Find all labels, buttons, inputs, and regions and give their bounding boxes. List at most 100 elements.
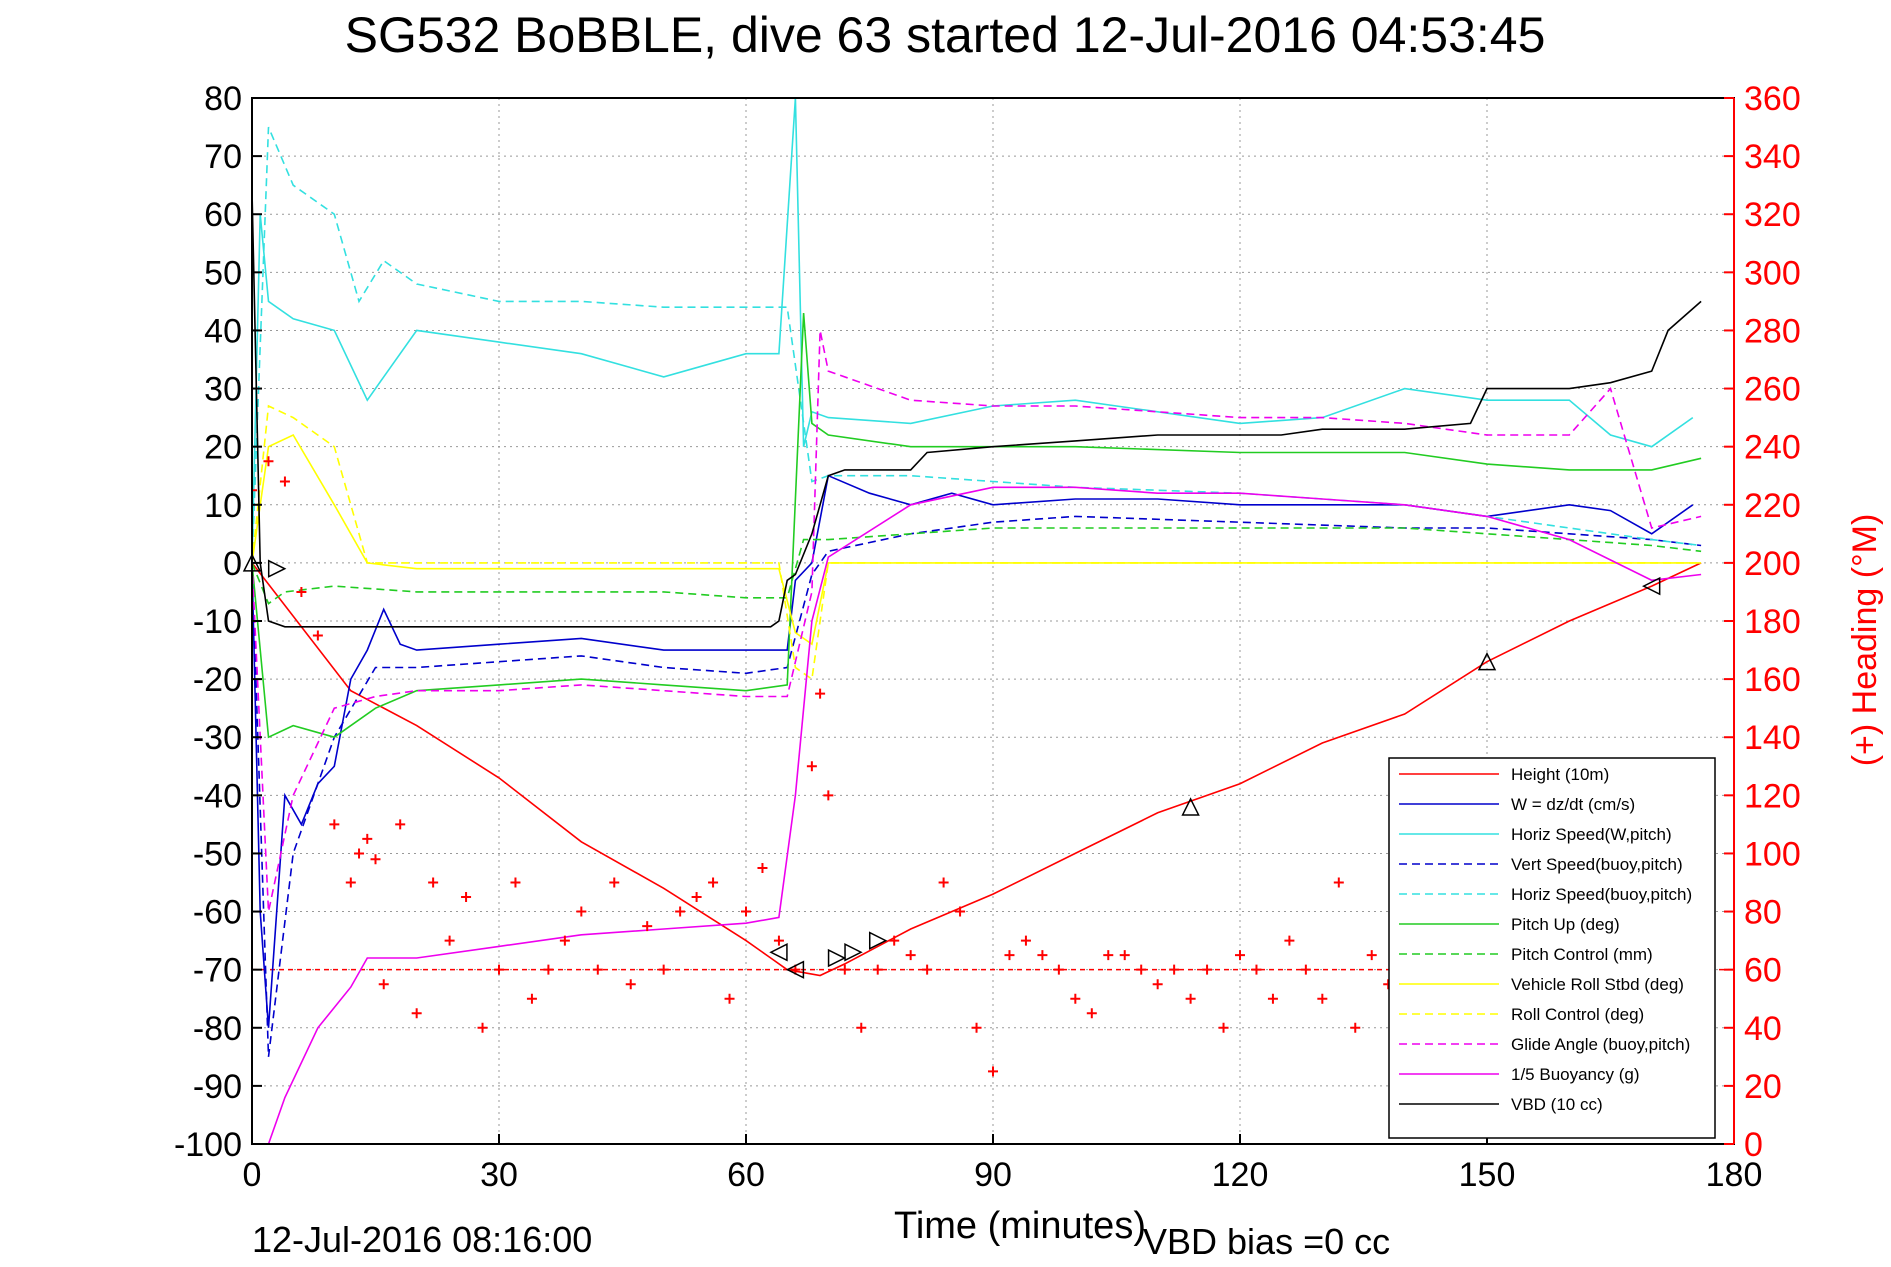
height-marker [1477,652,1497,671]
y-right-tick-label: 180 [1744,603,1801,641]
y-right-tick-label: 260 [1744,371,1801,409]
heading-point [905,950,916,961]
y-right-tick-label: 160 [1744,661,1801,699]
heading-point [625,979,636,990]
heading-points [252,456,1394,1077]
heading-point [823,790,834,801]
heading-point [872,964,883,975]
y-tick-label: 0 [223,545,242,583]
height-marker [827,948,847,968]
heading-point [312,630,323,641]
axes: 0 30 60 90 120 150 18080706050403020100-10-20-… [174,80,1801,1194]
x-axis-label: Time (minutes) [894,1205,1146,1247]
y-right-tick-label: 340 [1744,138,1801,176]
footer-note: VBD bias =0 cc [1143,1221,1390,1262]
y-tick-label: 80 [204,80,242,118]
heading-point [1366,950,1377,961]
heading-point [395,819,406,830]
series-line-7 [252,433,1702,646]
heading-point [1004,950,1015,961]
y-tick-label: 50 [204,254,242,292]
chart-title: SG532 BoBBLE, dive 63 started 12-Jul-201… [345,7,1546,63]
heading-point [1333,877,1344,888]
x-tick-label: 60 [727,1156,765,1194]
heading-point [1152,979,1163,990]
heading-point [1169,964,1180,975]
heading-point [526,993,537,1004]
heading-point [889,935,900,946]
heading-point [362,833,373,844]
y-right-tick-label: 120 [1744,777,1801,815]
heading-point [1317,993,1328,1004]
x-tick-label: 120 [1212,1156,1269,1194]
y-right-tick-label: 360 [1744,80,1801,118]
heading-point [773,935,784,946]
legend-label: Pitch Control (mm) [1511,945,1653,964]
heading-point [345,877,356,888]
heading-point [658,964,669,975]
heading-point [592,964,603,975]
heading-point [1267,993,1278,1004]
heading-point [856,1022,867,1033]
heading-point [559,935,570,946]
series-line-10 [252,486,1702,1144]
height-marker [769,943,788,962]
heading-point [955,906,966,917]
heading-point [757,862,768,873]
y-right-tick-label: 0 [1744,1126,1763,1164]
y-tick-label: -70 [193,952,242,990]
legend-label: Vehicle Roll Stbd (deg) [1511,975,1684,994]
height-marker [868,931,888,950]
heading-point [279,476,290,487]
series-line-2 [252,98,1694,563]
x-tick-label: 30 [480,1156,518,1194]
heading-point [1070,993,1081,1004]
heading-point [724,993,735,1004]
y-tick-label: -30 [193,719,242,757]
heading-point [576,906,587,917]
y-tick-label: -50 [193,835,242,873]
heading-point [609,877,620,888]
y-tick-label: -40 [193,777,242,815]
legend-label: W = dz/dt (cm/s) [1511,795,1635,814]
legend-label: Pitch Up (deg) [1511,915,1620,934]
legend-label: Horiz Speed(buoy,pitch) [1511,885,1692,904]
heading-point [1136,964,1147,975]
heading-point [1185,993,1196,1004]
x-tick-label: 150 [1459,1156,1516,1194]
heading-point [1218,1022,1229,1033]
height-marker [844,943,863,962]
heading-point [461,892,472,903]
y-right-tick-label: 20 [1744,1068,1782,1106]
heading-point [444,935,455,946]
heading-point [1053,964,1064,975]
y-right-tick-label: 220 [1744,487,1801,525]
heading-point [1020,935,1031,946]
heading-point [494,964,504,975]
y-right-tick-label: 40 [1744,1010,1782,1048]
legend-label: Height (10m) [1511,765,1609,784]
heading-point [708,877,719,888]
series-line-9 [252,330,1702,912]
y-right-tick-label: 200 [1744,545,1801,583]
x-tick-label: 0 [243,1156,262,1194]
y-tick-label: -90 [193,1068,242,1106]
heading-point [510,877,521,888]
y-tick-label: -20 [193,661,242,699]
legend-label: VBD (10 cc) [1511,1095,1603,1114]
y-tick-label: 30 [204,371,242,409]
y-tick-label: 60 [204,196,242,234]
y-right-tick-label: 320 [1744,196,1801,234]
heading-point [263,456,274,467]
y-right-tick-label: 140 [1744,719,1801,757]
y-right-tick-label: 80 [1744,894,1782,932]
y-axis-label-right: (+) Heading (°M) [1846,514,1884,767]
series-layer [252,98,1734,1144]
series-line-5 [252,312,1702,739]
series-line-8 [252,404,1702,681]
x-tick-label: 90 [974,1156,1012,1194]
height-marker [267,559,287,578]
y-tick-label: 40 [204,312,242,350]
heading-point [839,964,850,975]
